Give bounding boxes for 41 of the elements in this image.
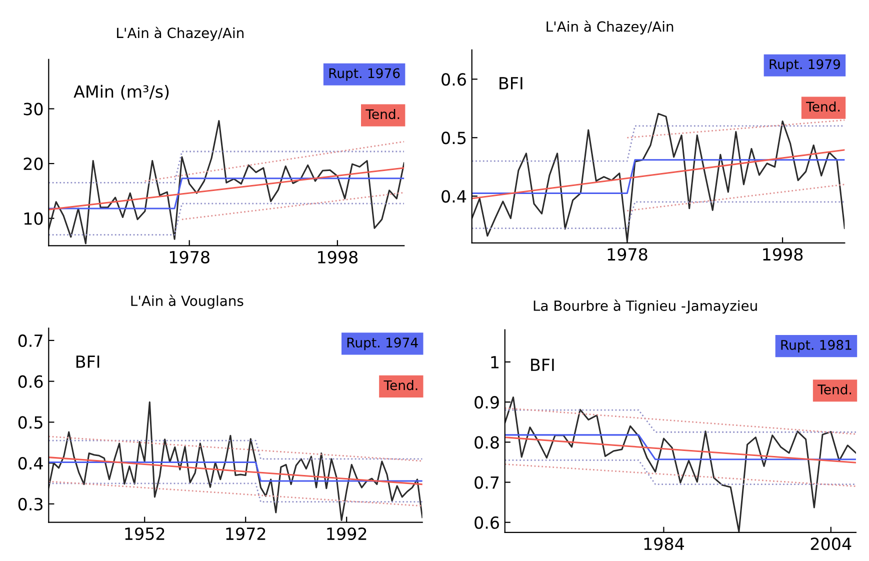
y-tick-label: 0.5 xyxy=(442,132,466,144)
x-tick-label: 1972 xyxy=(226,527,266,540)
y-axis-title: AMin (m³/s) xyxy=(74,84,169,100)
x-tick-label: 1992 xyxy=(327,527,366,540)
y-tick-label: 20 xyxy=(24,158,43,170)
chart-title: L'Ain à Chazey/Ain xyxy=(117,26,244,41)
x-tick-label: 2004 xyxy=(810,538,852,550)
y-tick-label: 0.6 xyxy=(18,375,43,388)
y-tick-label: 0.5 xyxy=(18,416,42,429)
chart-title: La Bourbre à Tignieu -Jamayzieu xyxy=(534,300,757,314)
x-tick-label: 1978 xyxy=(170,250,210,264)
text: Tend. xyxy=(806,101,840,112)
y-tick-label: 0.8 xyxy=(474,436,499,449)
text: Tend. xyxy=(366,108,400,120)
y-tick-label: 0.4 xyxy=(18,457,43,470)
y-tick-label: 30 xyxy=(24,102,43,116)
y-tick-label: 0.3 xyxy=(18,498,42,510)
y-tick-label: 0.7 xyxy=(18,334,42,348)
chart-title: L'Ain à Chazey/Ain xyxy=(546,20,674,34)
text: Tend. xyxy=(384,380,418,390)
y-axis-title: BFI xyxy=(76,356,100,368)
text: Rupt. 1979 xyxy=(770,59,840,72)
x-tick-label: 1984 xyxy=(644,538,684,550)
y-tick-label: 0.6 xyxy=(442,73,466,86)
y-tick-label: 0.9 xyxy=(474,396,499,409)
y-tick-label: 0.7 xyxy=(474,476,499,489)
y-axis-title: BFI xyxy=(500,77,522,90)
text: Rupt. 1981 xyxy=(781,340,852,352)
x-tick-label: 1978 xyxy=(608,248,648,261)
x-tick-label: 1998 xyxy=(318,250,358,264)
y-tick-label: 0.6 xyxy=(474,516,499,529)
x-tick-label: 1998 xyxy=(763,248,803,261)
text: Rupt. 1974 xyxy=(347,338,418,350)
y-tick-label: 1 xyxy=(491,356,498,368)
text: Tend. xyxy=(818,384,852,394)
chart-title: L'Ain à Vouglans xyxy=(131,294,244,309)
text: Rupt. 1976 xyxy=(329,68,400,81)
y-axis-title: BFI xyxy=(531,358,554,371)
y-tick-label: 0.4 xyxy=(442,190,466,203)
y-tick-label: 10 xyxy=(24,212,43,225)
x-tick-label: 1952 xyxy=(125,527,164,540)
